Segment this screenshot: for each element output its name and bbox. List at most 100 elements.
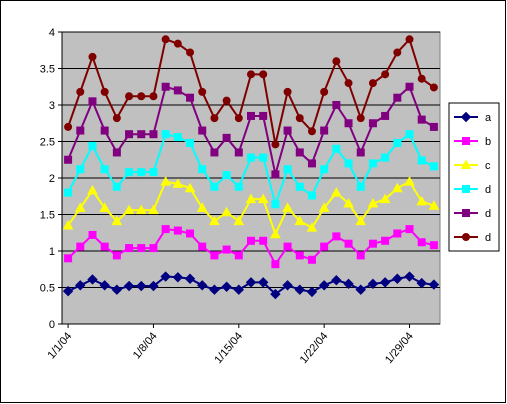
data-point <box>307 255 316 264</box>
data-point <box>381 236 390 245</box>
data-point <box>197 280 208 291</box>
y-tick-label: 1 <box>49 246 55 258</box>
data-point <box>64 188 73 197</box>
data-point <box>234 114 243 123</box>
data-point <box>405 82 414 91</box>
data-point <box>307 191 316 200</box>
data-point <box>198 126 207 135</box>
legend-marker <box>460 159 472 169</box>
data-point <box>76 126 85 135</box>
data-point <box>88 141 97 150</box>
data-point <box>344 79 353 88</box>
data-point <box>112 251 121 260</box>
data-point <box>161 225 170 234</box>
data-point <box>271 200 280 209</box>
data-point <box>368 119 377 128</box>
data-point <box>259 236 268 245</box>
data-point <box>295 114 304 123</box>
data-point <box>222 133 231 142</box>
data-point <box>149 92 158 101</box>
data-point <box>186 229 195 238</box>
data-point <box>62 285 74 297</box>
data-point <box>391 182 403 193</box>
data-point <box>76 242 85 251</box>
data-point <box>355 284 366 295</box>
legend-marker <box>462 185 470 193</box>
data-point <box>259 111 268 120</box>
data-point <box>125 168 134 177</box>
data-point <box>125 244 134 253</box>
data-point <box>392 273 403 284</box>
data-point <box>64 122 73 131</box>
data-point <box>343 278 354 290</box>
legend-label: d <box>485 184 491 196</box>
data-point <box>320 87 329 96</box>
data-point <box>404 176 415 186</box>
data-point <box>318 280 330 291</box>
data-point <box>368 159 377 168</box>
data-point <box>123 280 135 292</box>
data-point <box>221 206 232 217</box>
data-point <box>137 130 146 139</box>
data-point <box>417 74 426 83</box>
data-point <box>393 48 402 57</box>
data-point <box>271 170 280 179</box>
legend-label: a <box>485 112 492 124</box>
data-point <box>318 202 330 212</box>
data-point <box>417 115 426 124</box>
data-point <box>295 251 304 260</box>
data-point <box>186 138 195 147</box>
data-point <box>320 126 329 135</box>
data-point <box>137 244 146 253</box>
data-point <box>100 126 109 135</box>
data-point <box>233 215 245 226</box>
data-point <box>112 114 121 123</box>
data-point <box>161 130 170 139</box>
data-point <box>355 215 367 226</box>
data-point <box>135 204 147 215</box>
data-point <box>222 245 231 254</box>
legend-label: d <box>485 232 491 244</box>
data-point <box>381 111 390 120</box>
data-point <box>88 97 97 106</box>
data-point <box>209 215 220 226</box>
data-point <box>270 228 281 239</box>
data-point <box>76 165 85 174</box>
data-point <box>417 238 426 247</box>
data-point <box>198 87 207 96</box>
data-point <box>247 153 255 162</box>
data-point <box>356 114 365 123</box>
data-point <box>245 193 257 204</box>
data-point <box>283 87 292 96</box>
data-point <box>209 284 220 295</box>
data-point <box>111 215 123 226</box>
data-point <box>247 236 255 245</box>
legend-label: d <box>485 208 491 220</box>
data-point <box>74 202 86 212</box>
legend-label: c <box>485 160 491 172</box>
data-point <box>429 241 438 250</box>
data-point <box>111 284 123 295</box>
data-point <box>160 271 171 282</box>
data-point <box>125 92 134 101</box>
data-point <box>332 144 341 153</box>
data-point <box>307 159 316 168</box>
data-point <box>221 281 232 292</box>
data-point <box>76 87 85 96</box>
data-point <box>428 200 440 210</box>
data-point <box>148 204 159 215</box>
data-point <box>283 165 292 174</box>
data-point <box>99 280 110 291</box>
data-point <box>87 184 98 195</box>
y-tick-label: 2.5 <box>40 137 55 149</box>
legend-marker <box>462 137 470 145</box>
data-point <box>222 171 231 180</box>
data-point <box>332 57 341 66</box>
data-point <box>294 215 306 226</box>
data-point <box>149 168 158 177</box>
data-point <box>259 70 268 79</box>
data-point <box>367 278 379 290</box>
data-point <box>112 148 121 157</box>
data-point <box>210 251 219 260</box>
y-tick-label: 3 <box>49 100 55 112</box>
